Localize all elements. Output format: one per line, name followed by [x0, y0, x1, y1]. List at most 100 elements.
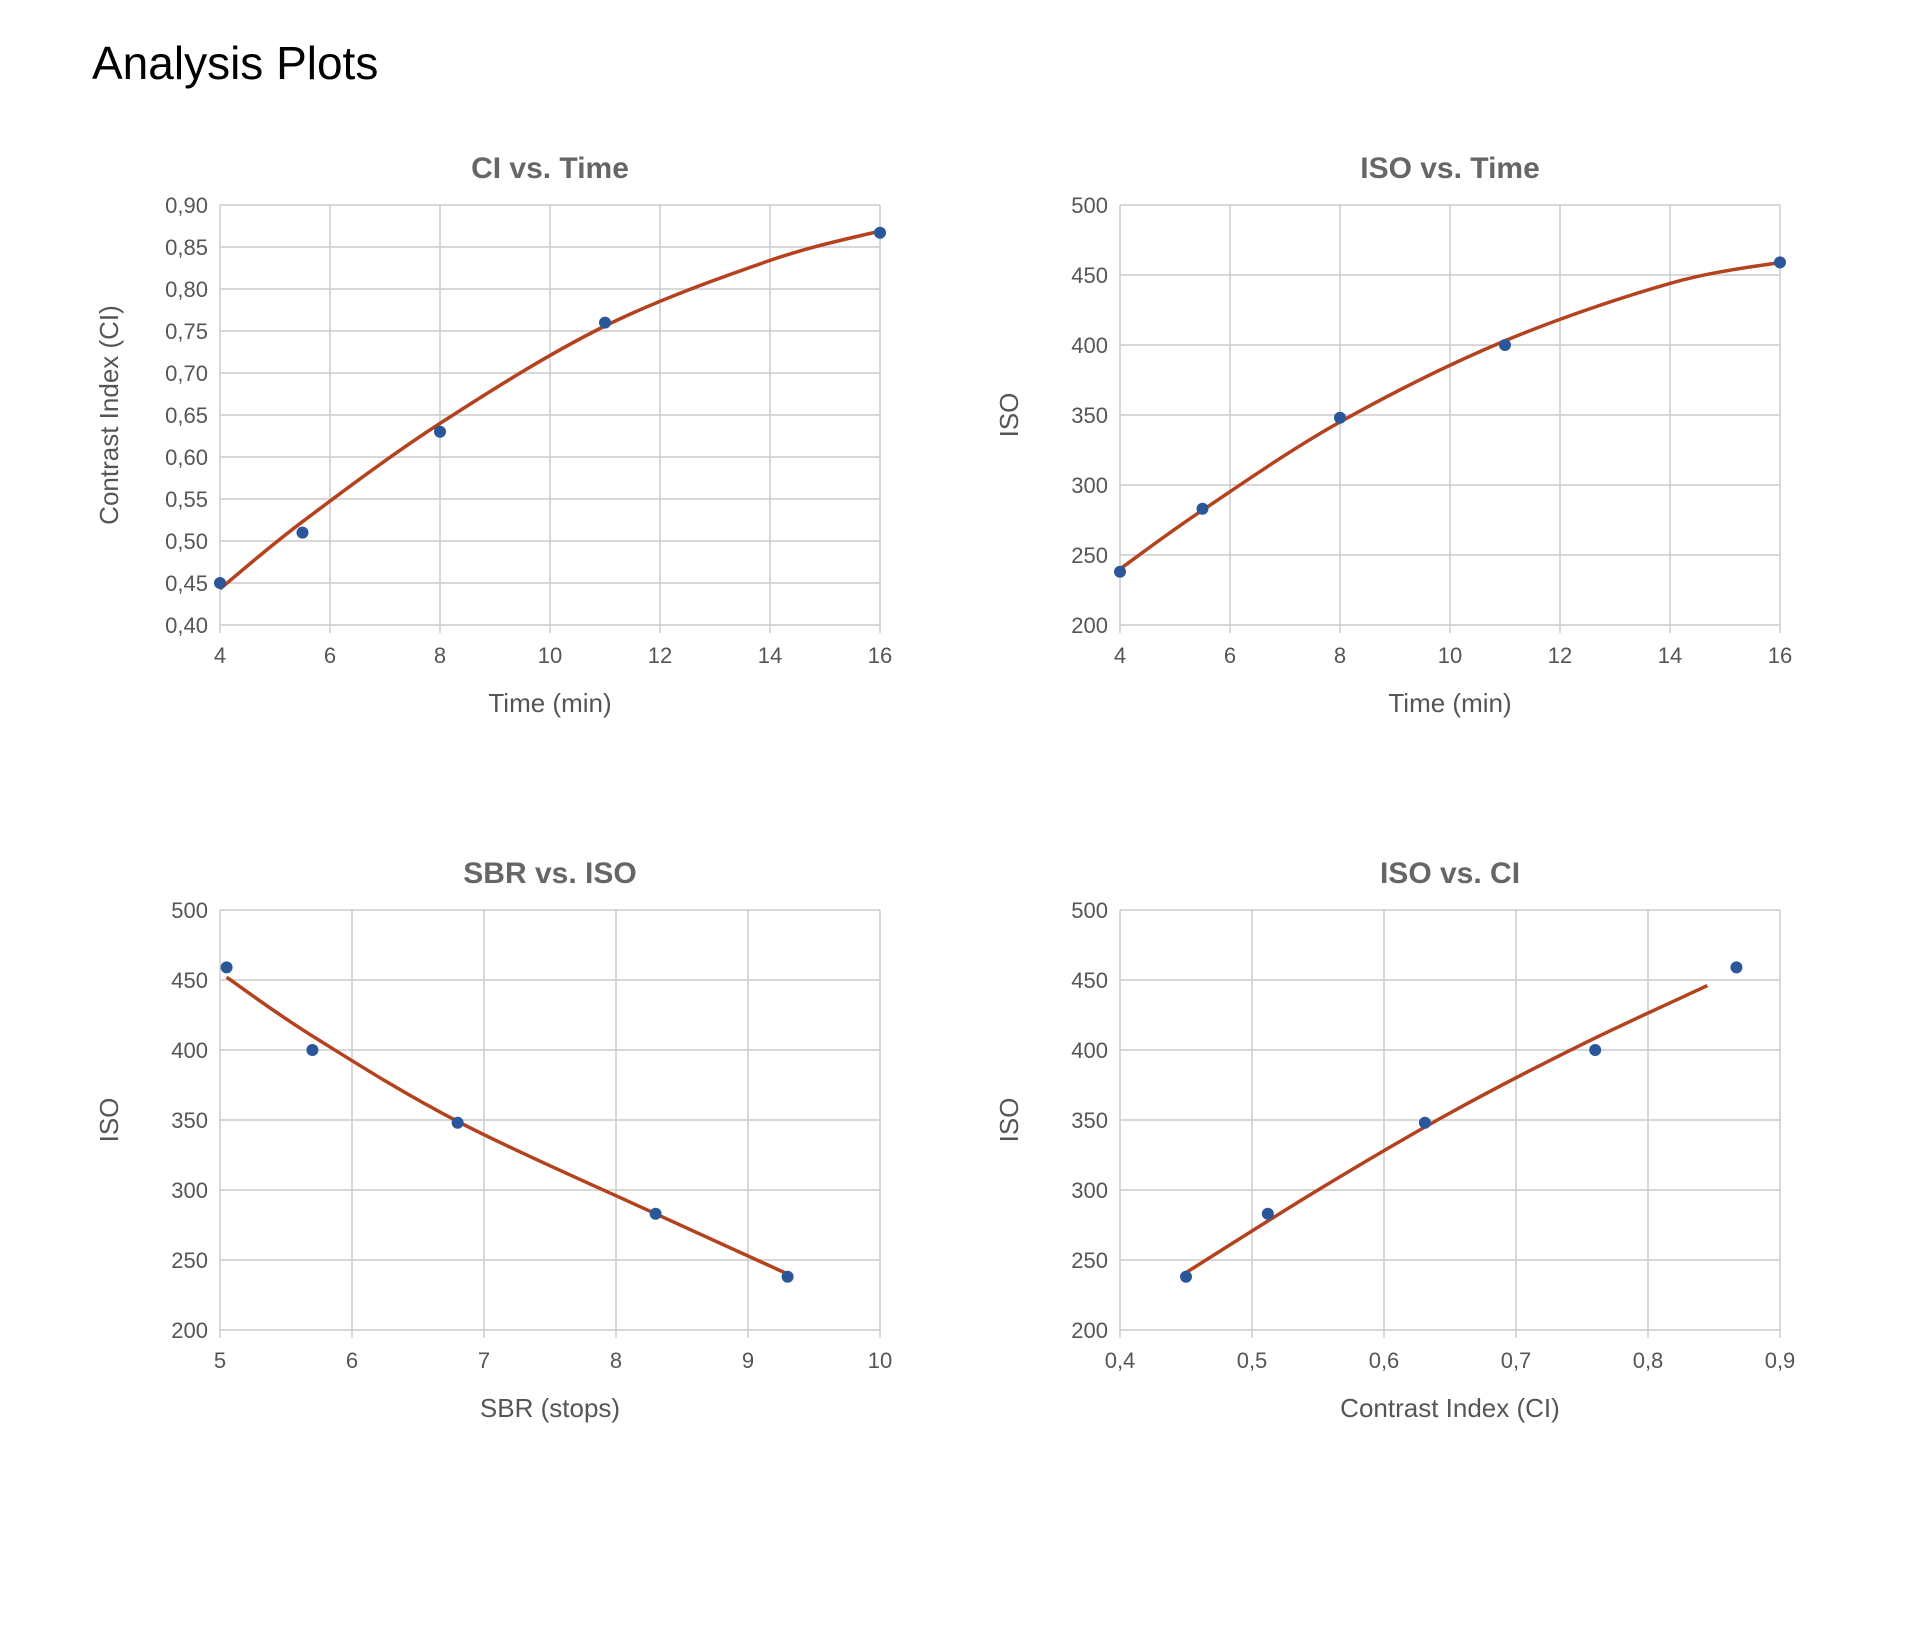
- x-tick-label: 9: [742, 1348, 754, 1373]
- y-tick-label: 0,40: [165, 613, 208, 638]
- y-tick-label: 400: [171, 1038, 208, 1063]
- y-tick-label: 450: [1071, 968, 1108, 993]
- x-tick-label: 0,9: [1765, 1348, 1796, 1373]
- fit-curve: [218, 229, 881, 591]
- x-tick-label: 0,4: [1105, 1348, 1136, 1373]
- y-axis-title: ISO: [994, 393, 1024, 438]
- data-point: [1114, 565, 1126, 578]
- data-point: [1180, 1270, 1192, 1283]
- data-point: [306, 1044, 319, 1056]
- data-point: [1418, 1116, 1431, 1129]
- x-tick-label: 6: [324, 643, 336, 668]
- data-point: [214, 577, 226, 589]
- y-tick-label: 350: [1071, 403, 1108, 428]
- x-tick-label: 10: [538, 643, 562, 668]
- y-axis-title: Contrast Index (CI): [94, 305, 124, 525]
- y-tick-label: 300: [1071, 1178, 1108, 1203]
- x-tick-label: 6: [1224, 643, 1236, 668]
- y-tick-label: 0,85: [165, 235, 208, 260]
- x-tick-label: 12: [648, 643, 672, 668]
- x-tick-label: 4: [214, 643, 226, 668]
- data-point: [599, 316, 611, 329]
- y-tick-label: 450: [1071, 263, 1108, 288]
- x-axis-title: Time (min): [488, 688, 611, 718]
- data-point: [649, 1207, 662, 1220]
- y-tick-label: 0,90: [165, 193, 208, 218]
- x-tick-label: 5: [214, 1348, 226, 1373]
- data-point: [296, 526, 309, 539]
- x-tick-label: 8: [1334, 643, 1346, 668]
- y-tick-label: 0,55: [165, 487, 208, 512]
- y-tick-label: 500: [1071, 193, 1108, 218]
- data-point: [220, 961, 233, 974]
- y-tick-label: 0,60: [165, 445, 208, 470]
- x-tick-label: 16: [868, 643, 892, 668]
- x-axis-title: Contrast Index (CI): [1340, 1393, 1560, 1423]
- y-tick-label: 500: [1071, 898, 1108, 923]
- y-tick-label: 250: [171, 1248, 208, 1273]
- x-axis-title: SBR (stops): [480, 1393, 620, 1423]
- page-title: Analysis Plots: [92, 37, 379, 89]
- chart-sbr-vs-iso: 200 250 300 350 400 450 500 5 6 7 8 9 10 SBR vs. ISO S…: [40, 845, 940, 1495]
- y-axis-title: ISO: [94, 1098, 124, 1143]
- data-point: [781, 1270, 794, 1283]
- y-tick-label: 450: [171, 968, 208, 993]
- data-point: [1730, 961, 1743, 974]
- x-tick-label: 0,7: [1501, 1348, 1532, 1373]
- y-tick-label: 200: [1071, 613, 1108, 638]
- chart-title: CI vs. Time: [471, 152, 629, 185]
- x-tick-label: 6: [346, 1348, 358, 1373]
- x-tick-label: 0,5: [1237, 1348, 1268, 1373]
- x-tick-label: 16: [1768, 643, 1792, 668]
- data-point: [1499, 339, 1511, 351]
- x-tick-label: 14: [758, 643, 782, 668]
- data-point: [1261, 1207, 1274, 1220]
- y-tick-label: 350: [1071, 1108, 1108, 1133]
- fit-curve: [1185, 984, 1709, 1275]
- x-tick-label: 14: [1658, 643, 1682, 668]
- x-tick-label: 0,6: [1369, 1348, 1400, 1373]
- y-tick-label: 0,80: [165, 277, 208, 302]
- x-axis-title: Time (min): [1388, 688, 1511, 718]
- chart-svg: 200 250 300 350 400 450 500 5 6 7 8 9 10 SBR vs. ISO S…: [94, 857, 892, 1423]
- data-point: [434, 425, 446, 438]
- chart-ci-vs-time: 0,40 0,45 0,50 0,55 0,60 0,65 0,70 0,75 0,80 0,85…: [40, 140, 940, 790]
- x-tick-label: 7: [478, 1348, 490, 1373]
- y-tick-label: 200: [171, 1318, 208, 1343]
- chart-iso-vs-time: 200 250 300 350 400 450 500 4 6 8 10 12 14 16 ISO vs. …: [940, 140, 1840, 790]
- chart-title: SBR vs. ISO: [463, 857, 636, 890]
- data-point: [1774, 256, 1786, 269]
- y-tick-label: 350: [171, 1108, 208, 1133]
- y-tick-label: 0,75: [165, 319, 208, 344]
- chart-svg: 0,40 0,45 0,50 0,55 0,60 0,65 0,70 0,75 0,80 0,85…: [94, 152, 892, 718]
- x-tick-label: 4: [1114, 643, 1126, 668]
- chart-svg: 200 250 300 350 400 450 500 4 6 8 10 12 14 16 ISO vs. …: [994, 152, 1792, 718]
- data-point: [1196, 502, 1209, 515]
- y-tick-label: 0,50: [165, 529, 208, 554]
- fit-curve: [225, 975, 789, 1276]
- data-point: [451, 1116, 464, 1129]
- x-tick-label: 8: [434, 643, 446, 668]
- y-tick-label: 300: [1071, 473, 1108, 498]
- x-tick-label: 10: [868, 1348, 892, 1373]
- y-tick-label: 300: [171, 1178, 208, 1203]
- chart-iso-vs-ci: 200 250 300 350 400 450 500 0,4 0,5 0,6 0,7 0,8 0,9 I…: [940, 845, 1840, 1495]
- x-tick-label: 10: [1438, 643, 1462, 668]
- data-point: [1334, 411, 1346, 424]
- x-tick-label: 8: [610, 1348, 622, 1373]
- y-tick-label: 400: [1071, 333, 1108, 358]
- x-tick-label: 12: [1548, 643, 1572, 668]
- y-axis-title: ISO: [994, 1098, 1024, 1143]
- x-tick-label: 0,8: [1633, 1348, 1664, 1373]
- y-tick-label: 0,65: [165, 403, 208, 428]
- chart-title: ISO vs. Time: [1360, 152, 1540, 185]
- y-tick-label: 200: [1071, 1318, 1108, 1343]
- y-tick-label: 250: [1071, 543, 1108, 568]
- y-tick-label: 0,45: [165, 571, 208, 596]
- chart-svg: 200 250 300 350 400 450 500 0,4 0,5 0,6 0,7 0,8 0,9 I…: [994, 857, 1796, 1423]
- y-tick-label: 250: [1071, 1248, 1108, 1273]
- y-tick-label: 400: [1071, 1038, 1108, 1063]
- data-point: [874, 226, 886, 239]
- data-point: [1589, 1044, 1602, 1056]
- y-tick-label: 0,70: [165, 361, 208, 386]
